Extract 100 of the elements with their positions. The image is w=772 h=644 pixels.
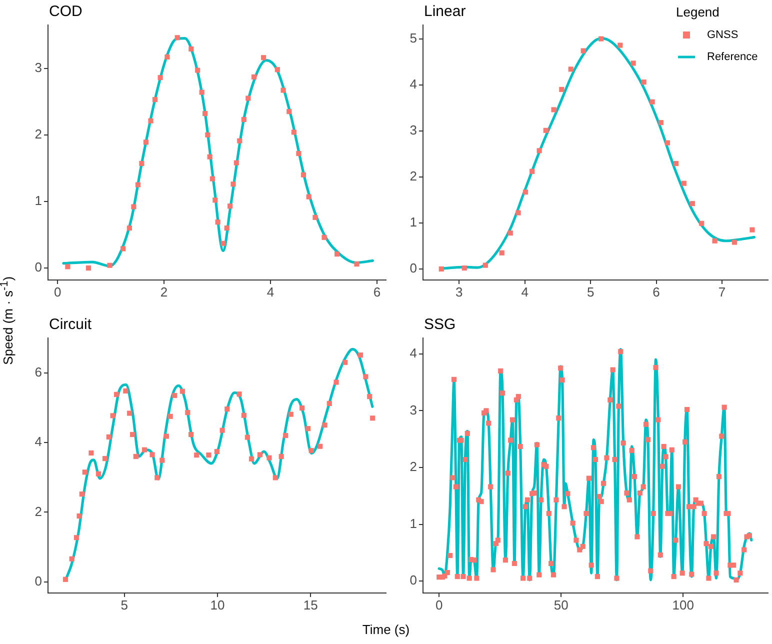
point [559,86,564,92]
point [482,262,488,268]
chart-title: COD [49,3,82,20]
point [174,35,180,40]
y-tick-label: 4 [410,76,417,92]
x-tick-label: 3 [456,284,463,300]
x-tick-label: 5 [120,597,128,612]
y-tick-label: 4 [410,345,417,360]
point [62,576,68,582]
point [142,447,148,452]
point [630,60,636,66]
point [154,475,160,480]
point [220,240,226,246]
point [618,42,623,48]
point [274,67,280,72]
point [312,214,318,220]
point [96,471,102,476]
point [195,68,200,73]
point [536,148,542,154]
point [249,456,254,462]
point [291,130,296,135]
x-tick-label: 100 [672,597,694,612]
point [326,400,332,406]
point [658,120,664,126]
point [438,266,444,272]
point [750,227,755,232]
point [334,380,339,385]
point [180,388,185,394]
point [224,406,230,412]
point [107,262,112,268]
x-tick-label: 0 [435,597,443,612]
point [188,46,194,52]
point [139,160,144,166]
point [543,128,548,133]
point [126,226,132,231]
chart-title: Linear [424,3,466,20]
chart-title: Circuit [49,316,92,333]
point [188,432,194,438]
y-tick-label: 1 [34,193,42,208]
y-tick-label: 0 [34,260,42,275]
y-tick-label: 2 [410,459,417,474]
point [499,250,504,256]
point [164,54,170,60]
point [82,470,88,475]
point [210,176,216,182]
y-tick-label: 3 [410,122,417,138]
point [123,388,128,394]
y-tick-label: 0 [410,572,417,588]
y-tick-label: 2 [34,126,42,142]
point [237,138,242,144]
point [598,36,604,42]
point [86,265,91,271]
point [207,154,212,160]
y-tick-label: 2 [34,504,42,519]
point [712,238,718,244]
point [212,198,218,203]
point [641,80,646,85]
point [199,90,204,95]
point [664,140,670,146]
point [699,220,704,226]
point [551,107,556,112]
point [363,374,368,380]
point [370,416,376,421]
point [251,74,257,80]
point [120,246,126,252]
point [76,513,82,519]
point [568,66,574,72]
point [152,97,158,102]
point [283,432,288,438]
point [148,118,154,124]
point [133,454,138,459]
point [143,140,148,145]
point [110,413,116,418]
point [220,428,225,433]
y-tick-label: 5 [410,30,417,46]
legend-label: GNSS [707,29,738,42]
point [286,109,292,114]
point [215,220,220,225]
point [241,412,246,418]
point [88,450,94,456]
y-tick-label: 3 [34,60,42,75]
point [227,204,233,209]
point [205,132,210,138]
point [160,458,165,463]
chart-title: SSG [424,316,456,333]
point [580,48,586,54]
point [172,392,178,398]
point [272,475,278,480]
point [214,449,220,454]
x-tick-label: 0 [54,284,62,300]
point [230,182,236,187]
point [305,426,311,432]
point [79,492,84,497]
y-tick-label: 6 [34,364,42,380]
x-tick-label: 15 [303,597,318,612]
point [650,99,655,104]
point [296,150,302,156]
point [318,444,323,449]
y-tick-label: 1 [410,214,417,230]
point [462,265,467,271]
